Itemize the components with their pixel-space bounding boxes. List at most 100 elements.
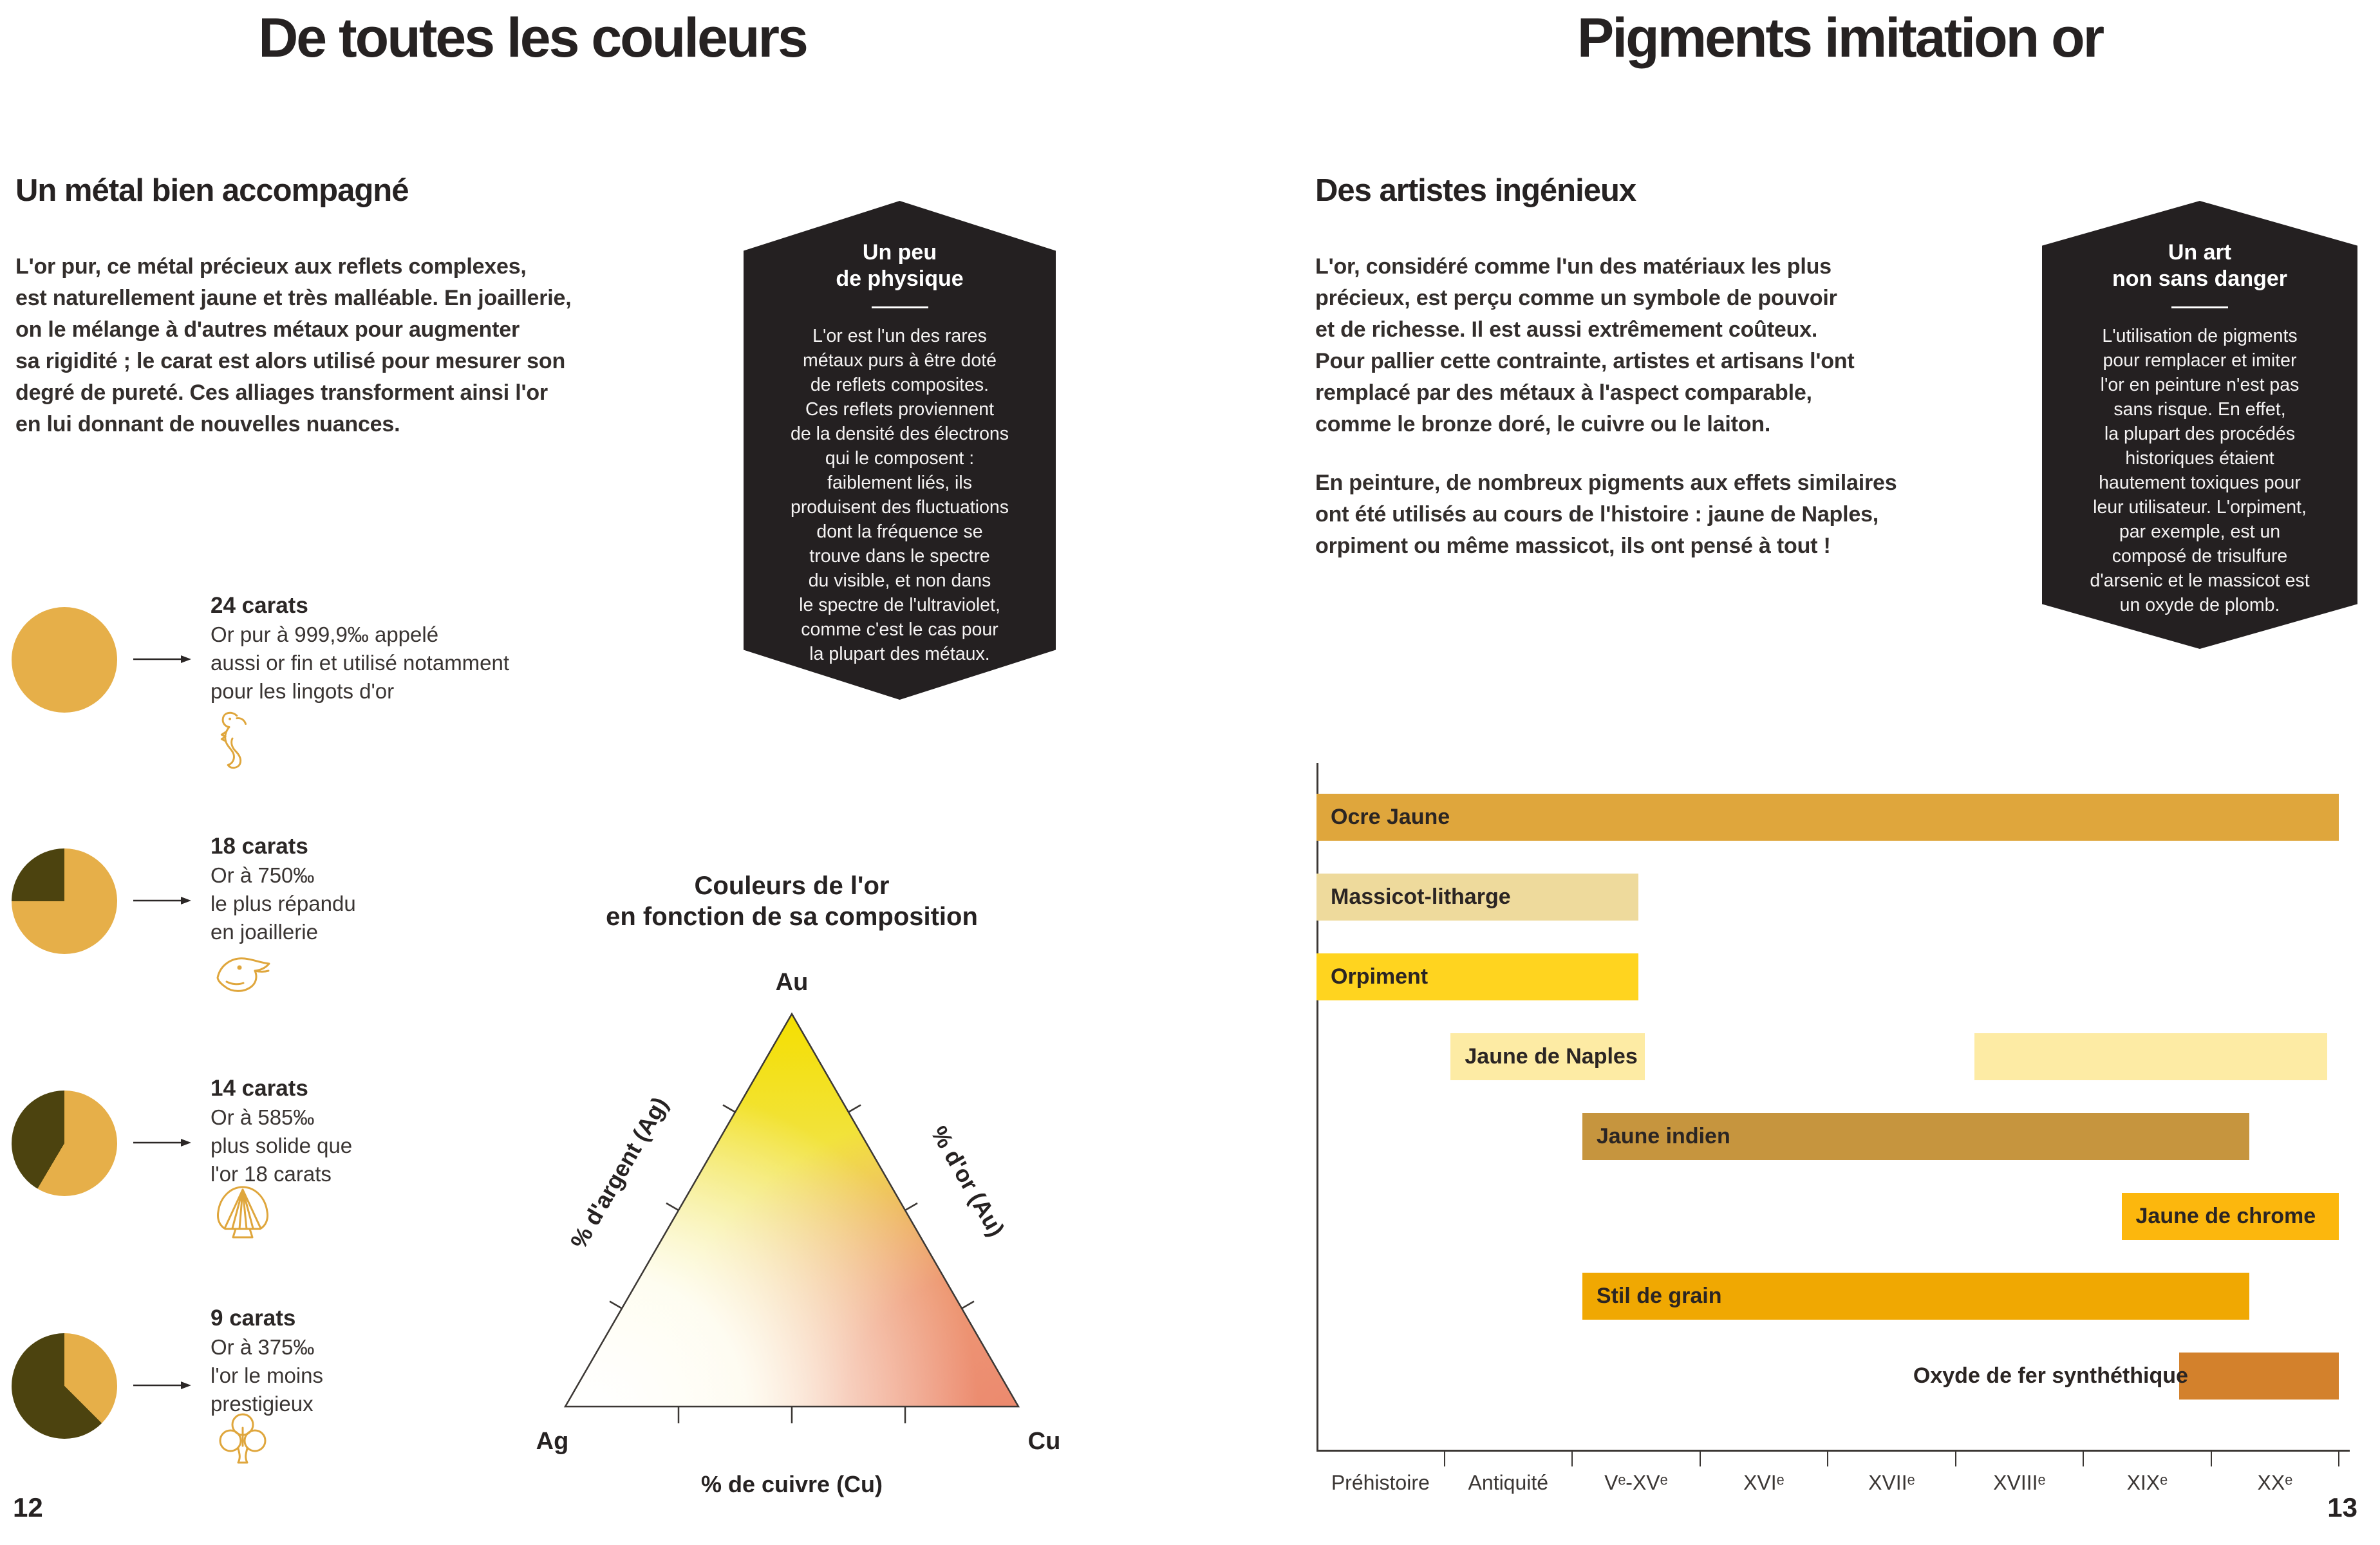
ternary-vertex-ag: Ag (536, 1428, 569, 1455)
ternary-title-line: Couleurs de l'or (694, 872, 890, 900)
text-line: degré de pureté. Ces alliages transforme… (15, 380, 548, 405)
timeline-axis-tick (1954, 1450, 1956, 1466)
text-line: un oxyde de plomb. (2119, 595, 2280, 615)
text-line: le plus répandu (211, 892, 356, 915)
timeline-bar-label: Jaune de chrome (2135, 1204, 2316, 1228)
timeline-axis-label: XVIIᵉ (1868, 1471, 1915, 1494)
text-line: leur utilisateur. L'orpiment, (2093, 497, 2307, 518)
text-line: L'or pur, ce métal précieux aux reflets … (15, 254, 527, 279)
right-paragraph-1: L'or, considéré comme l'un des matériaux… (1315, 251, 1855, 440)
timeline-bar-label: Oxyde de fer synthéthique (1913, 1363, 2188, 1388)
timeline-bar-label: Ocre Jaune (1331, 805, 1450, 829)
text-line: L'utilisation de pigments (2102, 326, 2298, 346)
pie-chart (12, 1333, 117, 1439)
text-line: historiques étaient (2125, 448, 2274, 469)
arrow-icon (132, 1380, 193, 1394)
text-line: l'or en peinture n'est pas (2100, 375, 2300, 395)
shell-hallmark-icon (212, 1183, 274, 1248)
timeline-bar (2179, 1353, 2339, 1400)
text-line: d'arsenic et le massicot est (2090, 570, 2310, 591)
eagle-head-hallmark-icon (212, 951, 274, 1000)
left-section-heading: Un métal bien accompagné (15, 173, 409, 208)
text-line: qui le composent : (825, 448, 975, 469)
text-line: composé de trisulfure (2112, 546, 2288, 566)
timeline-bar: Jaune de chrome (2121, 1193, 2339, 1240)
timeline-bar: Ocre Jaune (1316, 794, 2339, 841)
timeline-bar-label: Stil de grain (1596, 1284, 1722, 1308)
timeline-axis-label: XIXᵉ (2126, 1471, 2168, 1494)
badge-title-line: Un art (2168, 240, 2232, 265)
ternary-ticks (609, 1104, 975, 1423)
timeline-bar (1974, 1033, 2328, 1080)
text-line: pour les lingots d'or (211, 679, 395, 703)
text-line: orpiment ou même massicot, ils ont pensé… (1315, 534, 1831, 558)
text-line: métaux purs à être doté (802, 350, 997, 371)
text-line: Or pur à 999,9‰ appelé (211, 623, 439, 646)
danger-badge: Un art non sans danger L'utilisation de … (2042, 201, 2357, 649)
timeline-axis-label: Vᵉ-XVᵉ (1604, 1471, 1668, 1494)
ternary-diagram (563, 1012, 1020, 1423)
text-line: aussi or fin et utilisé notamment (211, 651, 510, 675)
text-line: Pour pallier cette contrainte, artistes … (1315, 349, 1855, 373)
text-line: est naturellement jaune et très malléabl… (15, 286, 572, 310)
timeline-axis-tick (2338, 1450, 2339, 1466)
ternary-axis-copper: % de cuivre (Cu) (700, 1471, 883, 1497)
carat-text-block: 18 carats Or à 750‰ le plus répandu en joai… (211, 832, 356, 946)
text-line: sa rigidité ; le carat est alors utilisé… (15, 349, 566, 373)
timeline-axis-label: Préhistoire (1331, 1471, 1430, 1494)
timeline-bar: Massicot-litharge (1316, 874, 1639, 921)
text-line: prestigieux (211, 1392, 314, 1416)
carat-label: 24 carats (211, 593, 308, 618)
physics-badge-body: L'or est l'un des rares métaux purs à êtr… (744, 324, 1056, 666)
timeline-bar-label: Massicot-litharge (1331, 885, 1511, 909)
pie-chart (12, 1091, 117, 1196)
carat-label: 9 carats (211, 1306, 296, 1331)
text-line: la plupart des procédés (2104, 424, 2296, 444)
text-line: ont été utilisés au cours de l'histoire … (1315, 502, 1879, 527)
carat-label: 18 carats (211, 834, 308, 859)
text-line: hautement toxiques pour (2099, 473, 2301, 493)
badge-title-line: non sans danger (2112, 267, 2288, 291)
ternary-title-line: en fonction de sa composition (606, 903, 978, 931)
text-line: comme le bronze doré, le cuivre ou le la… (1315, 412, 1771, 436)
timeline-y-axis (1316, 763, 1318, 1450)
text-line: et de richesse. Il est aussi extrêmement… (1315, 317, 1818, 342)
right-section-heading: Des artistes ingénieux (1315, 173, 1636, 208)
right-page-number: 13 (2327, 1492, 2357, 1522)
text-line: on le mélange à d'autres métaux pour aug… (15, 317, 520, 342)
text-line: faiblement liés, ils (827, 473, 972, 493)
left-intro-paragraph: L'or pur, ce métal précieux aux reflets … (15, 251, 572, 440)
left-page-number: 12 (13, 1492, 43, 1522)
left-page-title: De toutes les couleurs (258, 7, 809, 69)
ternary-vertex-au: Au (775, 969, 809, 996)
text-line: comme c'est le cas pour (801, 619, 998, 640)
pie-chart (12, 607, 117, 713)
text-line: par exemple, est un (2119, 521, 2281, 542)
carat-text-block: 24 carats Or pur à 999,9‰ appelé aussi or … (211, 591, 509, 706)
text-line: L'or est l'un des rares (812, 326, 987, 346)
timeline-bar-label: Jaune indien (1596, 1124, 1730, 1148)
text-line: du visible, et non dans (808, 570, 991, 591)
text-line: remplacé par des métaux à l'aspect compa… (1315, 380, 1812, 405)
timeline-bar: Jaune indien (1582, 1113, 2250, 1160)
timeline-bar: Orpiment (1316, 953, 1639, 1000)
text-line: L'or, considéré comme l'un des matériaux… (1315, 254, 1832, 279)
arrow-icon (132, 1137, 193, 1152)
badge-divider (2171, 306, 2228, 308)
pigment-timeline-chart: Ocre Jaune Massicot-litharge Orpiment Jaune… (1316, 763, 2359, 1510)
timeline-axis-tick (1443, 1450, 1445, 1466)
text-line: le spectre de l'ultraviolet, (799, 595, 1000, 615)
badge-divider (871, 306, 928, 308)
text-line: Or à 750‰ (211, 863, 315, 887)
text-line: en lui donnant de nouvelles nuances. (15, 412, 400, 436)
seahorse-hallmark-icon (212, 708, 251, 781)
timeline-axis-tick (2210, 1450, 2212, 1466)
carat-text-block: 14 carats Or à 585‰ plus solide que l'or 18… (211, 1074, 352, 1188)
carat-description: Or pur à 999,9‰ appelé aussi or fin et ut… (211, 621, 509, 706)
carat-text-block: 9 carats Or à 375‰ l'or le moins prestigieu… (211, 1304, 323, 1418)
ternary-vertex-cu: Cu (1027, 1428, 1061, 1455)
carat-description: Or à 750‰ le plus répandu en joaillerie (211, 861, 356, 946)
arrow-icon (132, 895, 193, 910)
ternary-title: Couleurs de l'or en fonction de sa compo… (606, 870, 978, 932)
